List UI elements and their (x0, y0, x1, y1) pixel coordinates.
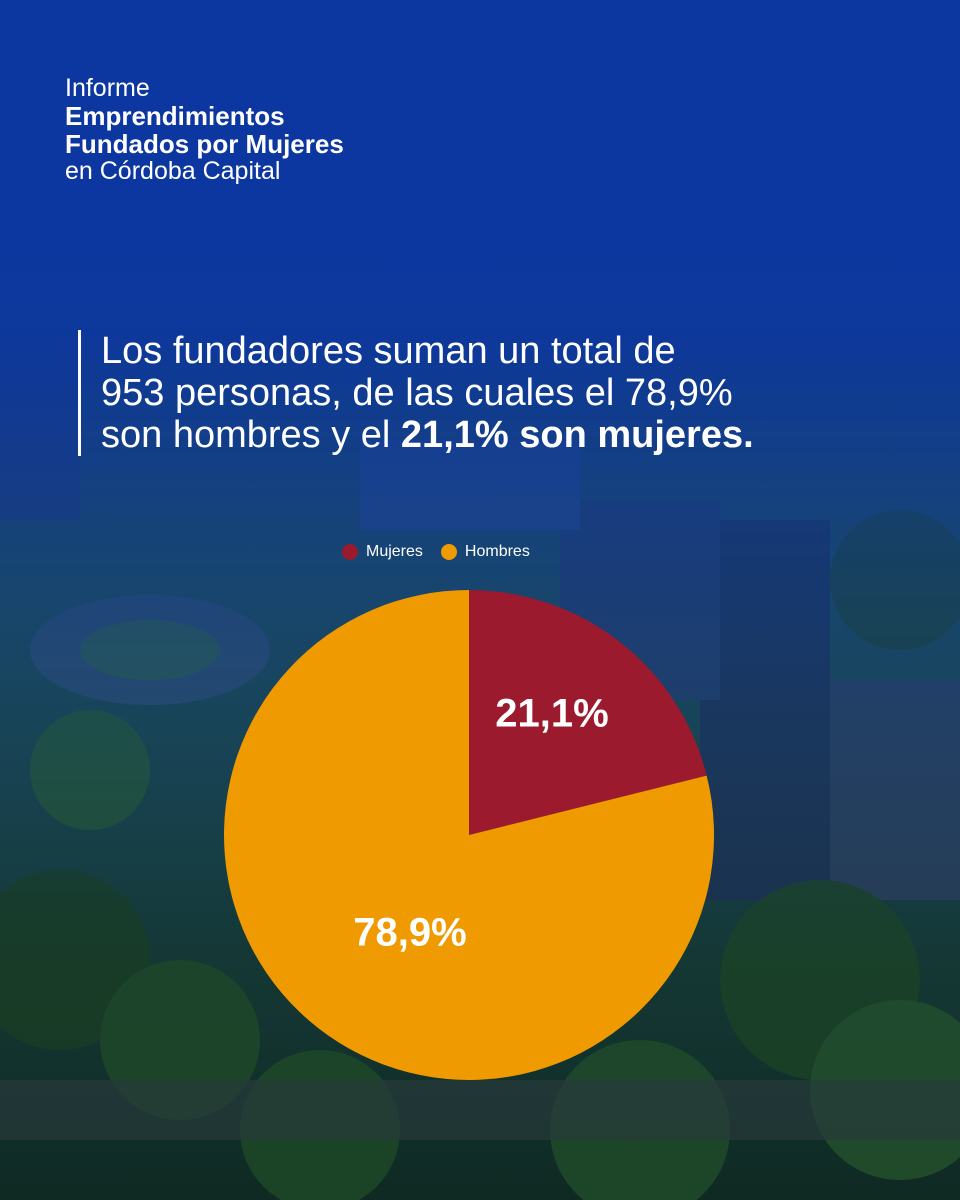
pie-label-mujeres: 21,1% (495, 692, 608, 736)
legend-swatch-hombres (440, 544, 457, 560)
report-title-line-2: Fundados por Mujeres (65, 129, 344, 159)
headline-line-2: 953 personas, de las cuales el 78,9% (101, 372, 733, 414)
report-label: Informe (65, 74, 150, 102)
chart-legend: Mujeres Hombres (342, 543, 530, 561)
headline-highlight: 21,1% son mujeres. (400, 414, 754, 456)
legend-label-mujeres: Mujeres (366, 543, 423, 560)
headline-line-3: son hombres y el 21,1% son mujeres. (101, 414, 901, 456)
report-title-block: Informe Emprendimientos Fundados por Muj… (65, 76, 344, 186)
headline-line-3-regular: son hombres y el (101, 414, 401, 456)
report-title-line-1: Emprendimientos (65, 101, 285, 131)
pie-slice-mujeres (469, 590, 707, 835)
legend-label-hombres: Hombres (464, 543, 530, 560)
pie-label-hombres: 78,9% (353, 911, 466, 955)
report-subtitle: en Córdoba Capital (65, 157, 281, 185)
legend-item-mujeres: Mujeres (342, 543, 423, 561)
legend-swatch-mujeres (342, 544, 358, 560)
pie-slice-hombres (224, 590, 714, 1080)
legend-item-hombres: Hombres (440, 543, 530, 561)
headline-line-1: Los fundadores suman un total de (101, 330, 676, 372)
headline-statement: Los fundadores suman un total de 953 per… (78, 330, 901, 456)
